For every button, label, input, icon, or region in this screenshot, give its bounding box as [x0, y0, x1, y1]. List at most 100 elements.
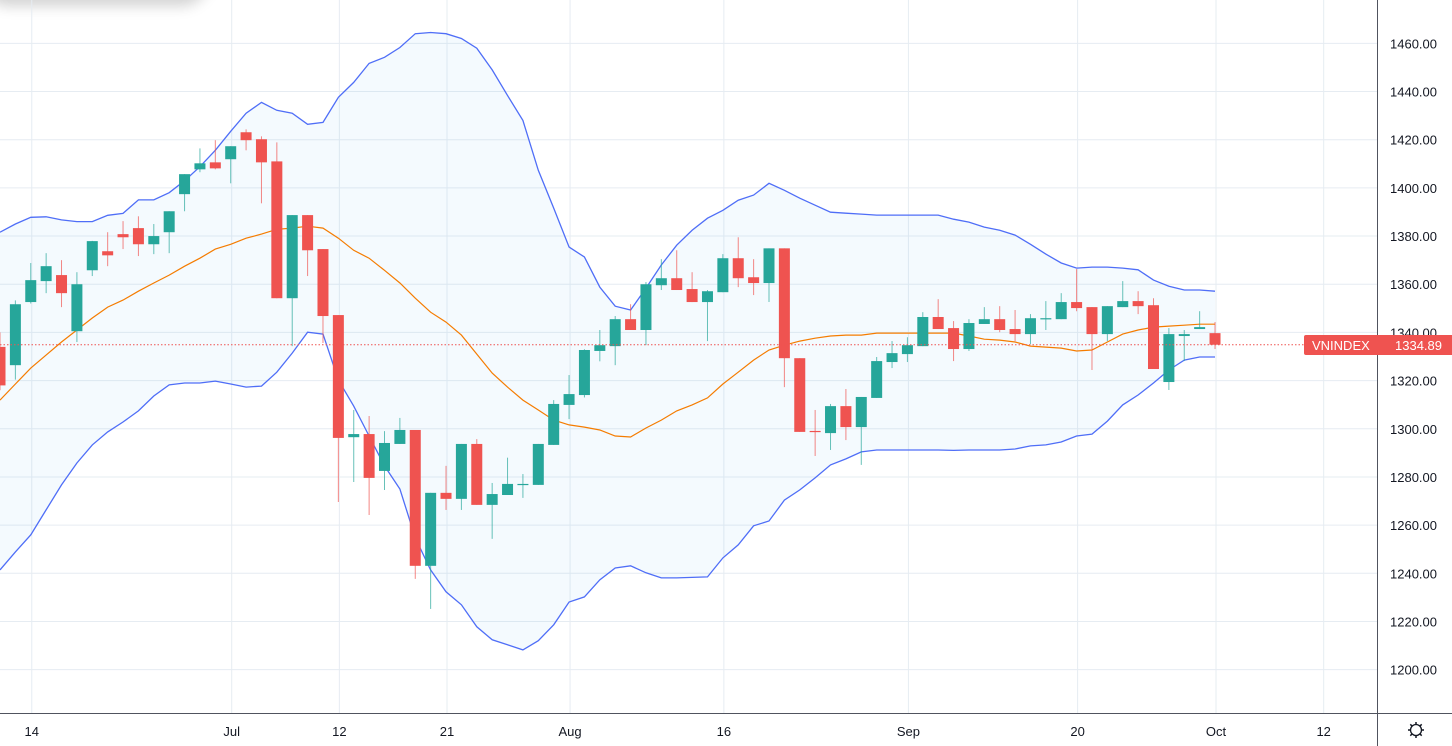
candle — [855, 396, 867, 465]
candle-body — [1163, 334, 1175, 383]
candle — [625, 304, 637, 331]
x-tick-label: Oct — [1206, 724, 1227, 739]
candle — [640, 282, 652, 346]
candle — [102, 232, 114, 267]
candle — [225, 146, 237, 184]
candle — [148, 224, 160, 255]
candle-body — [455, 443, 467, 499]
candle — [594, 330, 606, 362]
candle — [655, 259, 667, 291]
candle — [1117, 281, 1129, 308]
candle-body — [1101, 306, 1113, 335]
x-tick-label: Aug — [558, 724, 581, 739]
candle-body — [517, 483, 529, 486]
candle — [578, 349, 590, 398]
x-tick-label: 12 — [1316, 724, 1330, 739]
candle-body — [625, 319, 637, 331]
candle-body — [578, 349, 590, 396]
candle — [455, 443, 467, 510]
candle-body — [886, 353, 898, 363]
candle-body — [179, 174, 191, 195]
candle — [40, 253, 52, 294]
candle — [379, 431, 390, 490]
x-tick-label: 12 — [332, 724, 346, 739]
candle-body — [932, 316, 944, 330]
candle-body — [317, 249, 329, 317]
candle — [763, 248, 775, 303]
candle-body — [1132, 301, 1144, 307]
candle — [255, 136, 267, 204]
candle-body — [1055, 302, 1067, 320]
candle — [56, 260, 68, 308]
lower-band-line — [0, 331, 1215, 651]
candle — [978, 307, 990, 324]
candle-body — [348, 434, 360, 438]
x-tick-label: 20 — [1070, 724, 1084, 739]
candle-body — [655, 278, 667, 286]
candle-body — [471, 443, 483, 505]
candle — [1009, 310, 1021, 342]
candle-body — [917, 316, 929, 347]
candle — [132, 216, 144, 257]
candle — [701, 290, 713, 342]
candle-body — [1178, 334, 1190, 337]
candle — [117, 221, 129, 250]
y-tick-label: 1440.00 — [1390, 85, 1437, 100]
candle-body — [1086, 307, 1098, 335]
candle-body — [332, 315, 344, 438]
candle — [732, 237, 744, 288]
candle — [1024, 314, 1036, 344]
candle-body — [671, 278, 683, 291]
candle-body — [701, 291, 713, 303]
candle — [871, 356, 883, 398]
candle-body — [532, 443, 544, 485]
candle — [0, 332, 6, 391]
candle — [317, 249, 329, 344]
candle-body — [255, 139, 267, 163]
candle-body — [563, 394, 575, 405]
last-price-value: 1334.89 — [1395, 337, 1442, 353]
candle-body — [363, 434, 375, 478]
candle-body — [763, 248, 775, 284]
candle-body — [840, 406, 852, 428]
candle-body — [855, 396, 867, 428]
basis-line — [0, 225, 1215, 438]
candle-body — [778, 248, 790, 359]
candle — [840, 389, 852, 441]
y-tick-label: 1380.00 — [1390, 229, 1437, 244]
candle — [409, 429, 421, 579]
candle — [440, 465, 452, 510]
band-fill — [0, 32, 1215, 650]
candle — [671, 250, 683, 291]
candle — [901, 337, 913, 363]
candle-body — [825, 406, 837, 434]
x-tick-label: 21 — [440, 724, 454, 739]
candle — [948, 321, 960, 362]
candle-body — [86, 241, 98, 271]
candle-body — [0, 346, 6, 386]
y-tick-label: 1200.00 — [1390, 663, 1437, 678]
candle-body — [209, 162, 221, 169]
candle-body — [40, 266, 52, 282]
last-price-label: VNINDEX 1334.89 — [1304, 335, 1452, 355]
candle-body — [686, 289, 698, 303]
candle — [425, 492, 437, 609]
y-tick-label: 1420.00 — [1390, 133, 1437, 148]
candle-body — [963, 323, 975, 350]
candle — [332, 315, 344, 502]
candle — [1148, 298, 1159, 370]
gear-icon[interactable] — [1406, 720, 1426, 740]
candle — [9, 300, 21, 380]
candle-body — [302, 215, 314, 251]
candle — [748, 259, 760, 296]
candle — [348, 409, 360, 482]
candle — [486, 482, 498, 539]
candle — [1086, 307, 1098, 370]
y-tick-label: 1400.00 — [1390, 181, 1437, 196]
candle-body — [194, 163, 206, 170]
candle-body — [948, 328, 960, 350]
candle-body — [1148, 305, 1159, 370]
y-tick-label: 1460.00 — [1390, 36, 1437, 51]
